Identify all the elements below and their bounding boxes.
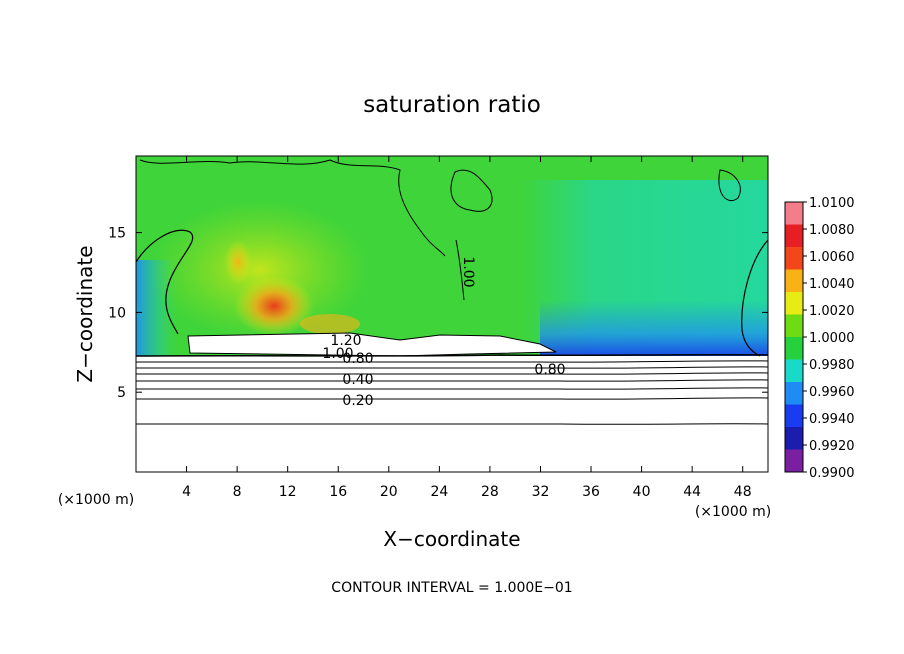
y-ticks: 5 10 15 [108,226,768,401]
colorbar-label: 0.9900 [809,466,855,481]
colorbar-label: 1.0000 [809,331,855,346]
colorbar-label: 1.0080 [809,223,855,238]
contour-interval-note: CONTOUR INTERVAL = 1.000E−01 [331,580,572,596]
y-tick-label: 15 [108,226,126,242]
contour-right-closed [450,169,493,212]
colorbar-label: 0.9940 [809,412,855,427]
y-axis-title: Z−coordinate [73,245,97,382]
warm-plume-small [224,240,252,284]
x-tick-label: 44 [683,484,701,500]
x-tick-label: 48 [734,484,752,500]
contour-line-5 [136,379,768,382]
contour-label-4: 0.40 [342,372,373,388]
colorbar-segment [785,224,803,247]
cloud-layer-shape [187,332,557,357]
heatmap-field [136,156,768,472]
contour-line-2 [136,360,768,363]
x-unit-left: (×1000 m) [58,492,134,508]
colorbar-segment [785,269,803,292]
colorbar-label: 0.9980 [809,358,855,373]
colorbar-segment [785,382,803,405]
contour-labels: 1.20 1.00 0.80 0.40 0.20 0.80 1.00 [322,256,565,409]
x-tick-label: 24 [430,484,448,500]
contour-line-6 [136,387,768,390]
x-tick-label: 12 [279,484,297,500]
colorbar-segment [785,314,803,337]
contour-label-2: 1.00 [322,346,353,362]
contour-line-4 [136,372,768,375]
colorbar-segment [785,427,803,450]
colorbar-segment [785,449,803,472]
contour-label-1: 1.20 [330,333,361,349]
x-tick-label: 32 [532,484,550,500]
x-tick-label: 4 [182,484,191,500]
x-axis-title: X−coordinate [383,527,520,551]
chart-title: saturation ratio [363,92,541,118]
orange-patch [300,314,360,334]
colorbar-segment [785,247,803,270]
colorbar-label: 1.0020 [809,304,855,319]
contour-vertical-100 [455,239,465,301]
colorbar-label: 1.0040 [809,277,855,292]
colorbar-segment [785,337,803,360]
contour-upper-left [136,229,194,335]
x-tick-label: 20 [380,484,398,500]
contour-label-5: 0.20 [342,393,373,409]
blue-band-low [540,300,768,356]
contour-line-3 [136,366,768,369]
x-ticks: 4 8 12 16 20 24 28 32 36 40 44 48 [182,156,752,500]
contour-far-right [741,239,768,357]
colorbar-label: 1.0060 [809,250,855,265]
colorbar-label: 0.9960 [809,385,855,400]
x-tick-label: 8 [233,484,242,500]
contour-line-7 [136,397,768,400]
contour-top-wiggle [139,159,446,257]
x-tick-label: 40 [633,484,651,500]
contour-label-7: 1.00 [460,256,476,287]
colorbar-segment [785,202,803,225]
warm-plume-large [234,276,314,336]
contour-right-top [718,169,741,202]
x-tick-label: 28 [481,484,499,500]
y-tick-label: 5 [117,385,126,401]
colorbar-segment [785,404,803,427]
x-tick-label: 16 [329,484,347,500]
y-tick-label: 10 [108,305,126,321]
plot-frame [135,155,769,473]
contour-label-3: 0.80 [342,351,373,367]
colorbar-label: 1.0100 [809,196,855,211]
x-unit-right: (×1000 m) [695,504,771,520]
contour-line-8 [136,423,768,425]
colorbar-segment [785,359,803,382]
colorbar-segment [785,292,803,315]
x-tick-label: 36 [582,484,600,500]
colorbar-label: 0.9920 [809,439,855,454]
stable-layer [136,356,768,472]
contour-label-6: 0.80 [534,362,565,378]
contour-line-1 [136,353,768,357]
yellow-haze [150,200,370,340]
colorbar: 1.0100 1.0080 1.0060 1.0040 1.0020 1.0000 0.99… [784,196,855,481]
